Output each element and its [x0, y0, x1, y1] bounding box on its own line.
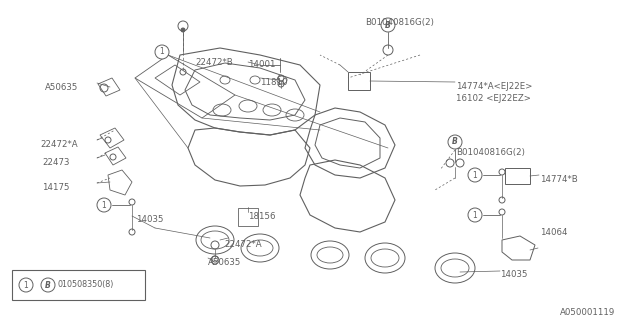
Circle shape — [181, 28, 185, 32]
Text: 11810: 11810 — [260, 78, 287, 87]
Text: 22472*B: 22472*B — [195, 58, 233, 67]
Text: 22472*A: 22472*A — [224, 240, 262, 249]
Bar — [505, 168, 530, 184]
Circle shape — [97, 198, 111, 212]
Text: 22473: 22473 — [42, 158, 70, 167]
Text: 1: 1 — [24, 281, 28, 290]
Text: B: B — [385, 20, 391, 29]
Circle shape — [468, 208, 482, 222]
Text: A050001119: A050001119 — [560, 308, 615, 317]
Bar — [12, 270, 145, 300]
Text: 18156: 18156 — [248, 212, 275, 221]
Text: B01040816G(2): B01040816G(2) — [365, 18, 434, 27]
Circle shape — [41, 278, 55, 292]
Text: 14035: 14035 — [136, 215, 163, 224]
Circle shape — [155, 45, 169, 59]
Text: 14774*A<EJ22E>: 14774*A<EJ22E> — [456, 82, 532, 91]
Text: B: B — [45, 281, 51, 290]
Text: 14774*B: 14774*B — [540, 175, 578, 184]
Text: A50635: A50635 — [45, 83, 78, 92]
Text: B: B — [452, 138, 458, 147]
Circle shape — [19, 278, 33, 292]
Text: 010508350(8): 010508350(8) — [58, 281, 115, 290]
Text: 14035: 14035 — [500, 270, 527, 279]
Text: 1: 1 — [102, 201, 106, 210]
Text: 22472*A: 22472*A — [40, 140, 77, 149]
Text: 14175: 14175 — [42, 183, 70, 192]
Text: 1: 1 — [472, 171, 477, 180]
Text: B01040816G(2): B01040816G(2) — [456, 148, 525, 157]
Bar — [238, 208, 258, 226]
Text: 1: 1 — [159, 47, 164, 57]
Text: A50635: A50635 — [208, 258, 241, 267]
Text: 1: 1 — [472, 211, 477, 220]
Text: 16102 <EJ22EZ>: 16102 <EJ22EZ> — [456, 94, 531, 103]
Text: 14001: 14001 — [248, 60, 275, 69]
Circle shape — [468, 168, 482, 182]
Text: 14064: 14064 — [540, 228, 568, 237]
Bar — [348, 72, 370, 90]
